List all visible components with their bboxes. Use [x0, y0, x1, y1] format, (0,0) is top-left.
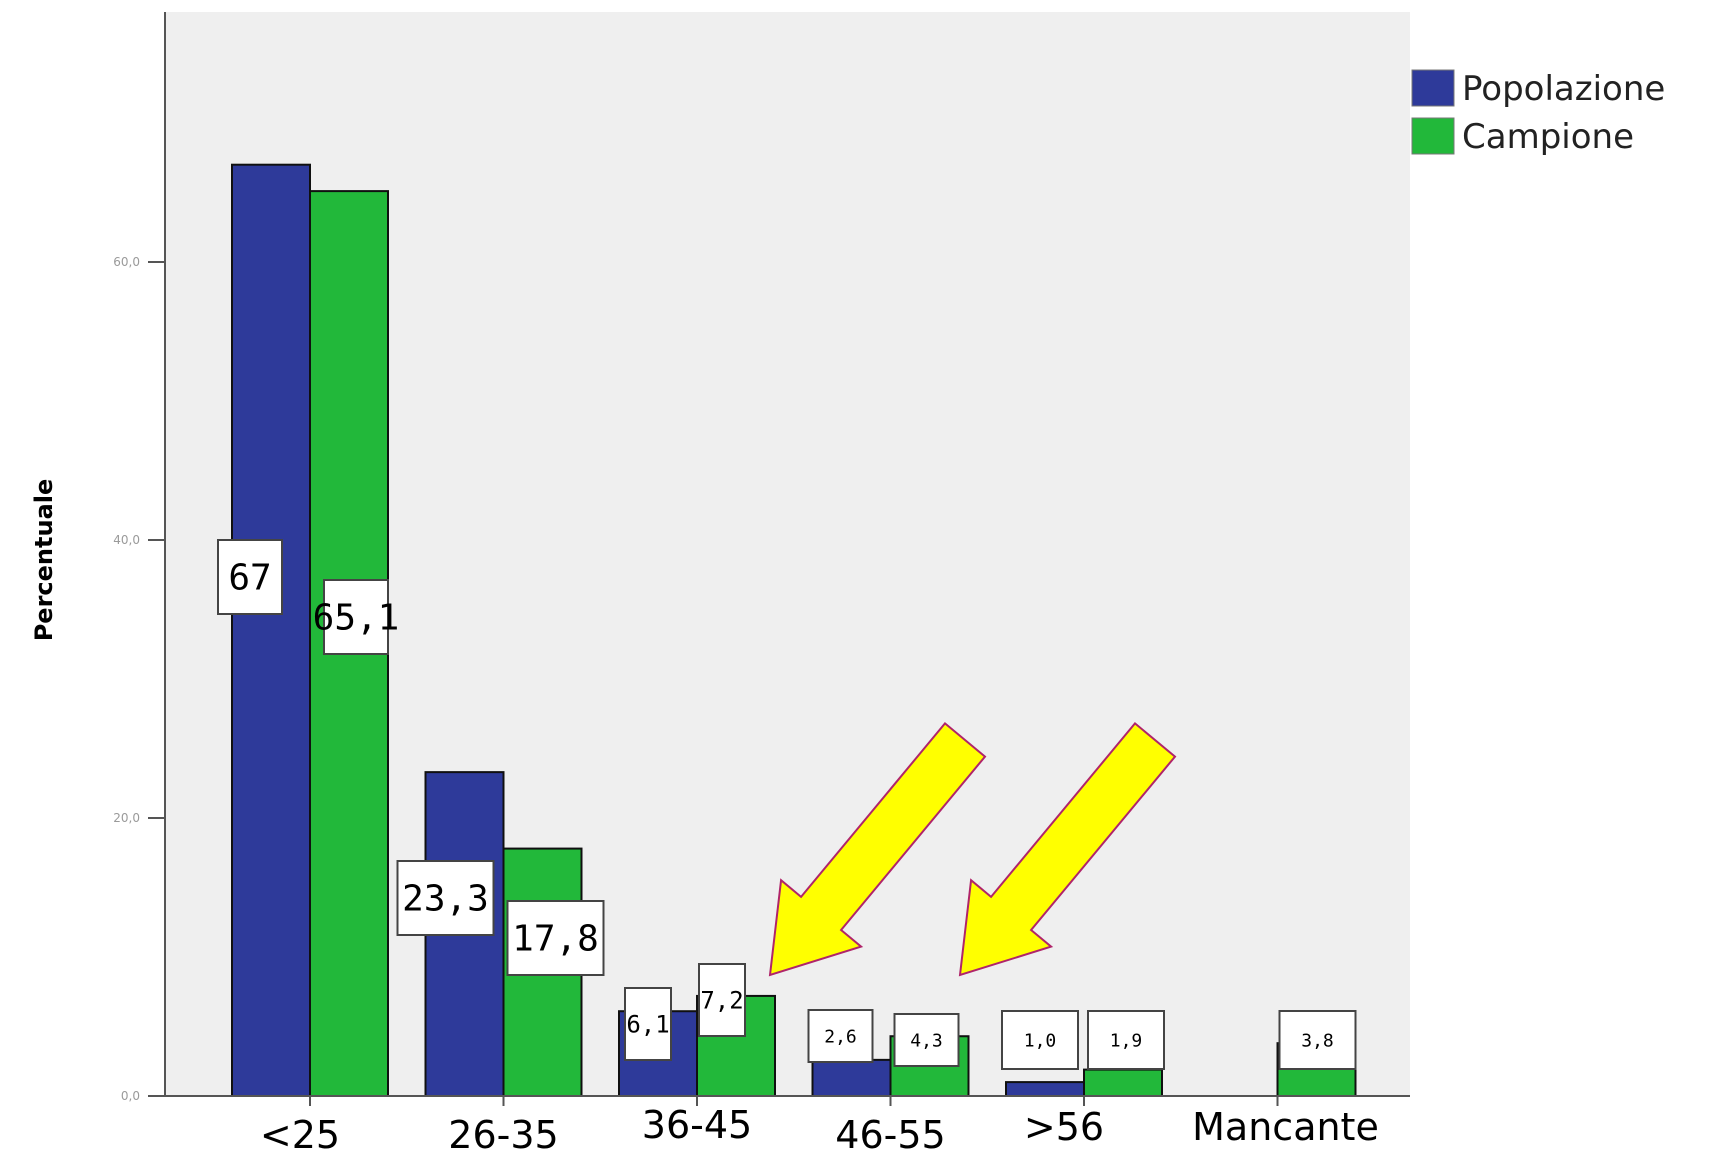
data-label-box	[396, 860, 495, 936]
y-tick-label: 20,0	[113, 811, 140, 825]
x-tick-label-lt-25: <25	[260, 1113, 340, 1157]
data-label-text: 1,9	[1110, 1030, 1143, 1051]
arrow-icon-36-45	[768, 721, 987, 977]
data-label-popolazione-46-55: 2,6	[807, 1009, 874, 1063]
legend-label-campione: Campione	[1462, 117, 1634, 157]
data-label-text: 6,1	[626, 1010, 669, 1038]
data-label-box	[624, 987, 672, 1061]
data-label-box	[1278, 1010, 1357, 1070]
data-label-campione-gt-56: 1,9	[1087, 1010, 1165, 1070]
x-tick-label-mancante: Mancante	[1192, 1105, 1379, 1149]
y-tick-label: 0,0	[121, 1089, 140, 1103]
data-labels-layer: 67 23,3 6,1 2,6 1,0 65,1 17,8 7,2 4,3 1,9 3,8	[217, 539, 1357, 1070]
data-label-text: 1,0	[1024, 1030, 1057, 1051]
data-label-popolazione-gt-56: 1,0	[1001, 1010, 1079, 1070]
bar-campione-gt-56	[1083, 1068, 1163, 1097]
legend-label-popolazione: Popolazione	[1462, 69, 1665, 109]
y-tick-label: 60,0	[113, 255, 140, 269]
x-tick-label-gt-56: >56	[1024, 1105, 1104, 1149]
data-label-campione-lt-25: 65,1	[313, 579, 400, 655]
data-label-text: 7,2	[700, 986, 743, 1014]
data-label-box	[807, 1009, 874, 1063]
data-label-box	[217, 539, 283, 615]
data-label-box	[893, 1013, 960, 1067]
data-label-box	[1087, 1010, 1165, 1070]
data-label-box	[698, 963, 746, 1037]
annotation-arrows	[768, 721, 1177, 977]
data-label-text: 4,3	[910, 1030, 943, 1051]
bar-popolazione-46-55	[811, 1058, 892, 1097]
x-tick-label-36-45: 36-45	[642, 1103, 752, 1147]
bar-popolazione-gt-56	[1005, 1081, 1085, 1097]
data-label-box	[323, 579, 389, 655]
data-label-text: 65,1	[313, 598, 400, 639]
arrow-icon-46-55	[958, 721, 1177, 977]
data-label-text: 2,6	[824, 1026, 857, 1047]
data-label-text: 17,8	[512, 919, 599, 960]
data-label-box	[1001, 1010, 1079, 1070]
y-ticks: 0,0 20,0 40,0 60,0	[113, 255, 165, 1103]
x-tick-label-46-55: 46-55	[835, 1113, 945, 1157]
data-label-campione-46-55: 4,3	[893, 1013, 960, 1067]
data-label-popolazione-36-45: 6,1	[624, 987, 672, 1061]
y-axis-label: Percentuale	[30, 479, 58, 642]
data-label-campione-mancante: 3,8	[1278, 1010, 1357, 1070]
bar-popolazione-lt-25	[231, 163, 311, 1097]
data-label-campione-36-45: 7,2	[698, 963, 746, 1037]
x-tick-label-26-35: 26-35	[448, 1113, 558, 1157]
legend-swatch-popolazione	[1411, 69, 1455, 107]
y-tick-label: 40,0	[113, 533, 140, 547]
data-label-text: 3,8	[1301, 1030, 1334, 1051]
data-label-popolazione-26-35: 23,3	[396, 860, 495, 936]
data-label-popolazione-lt-25: 67	[217, 539, 283, 615]
legend-swatch-campione	[1411, 117, 1455, 155]
data-label-text: 23,3	[402, 879, 489, 920]
data-label-text: 67	[228, 558, 271, 599]
data-label-box	[506, 900, 605, 976]
x-ticks: <25 26-35 36-45 46-55 >56 Mancante	[260, 1096, 1379, 1157]
legend: Popolazione Campione	[1411, 69, 1665, 157]
data-label-campione-26-35: 17,8	[506, 900, 605, 976]
